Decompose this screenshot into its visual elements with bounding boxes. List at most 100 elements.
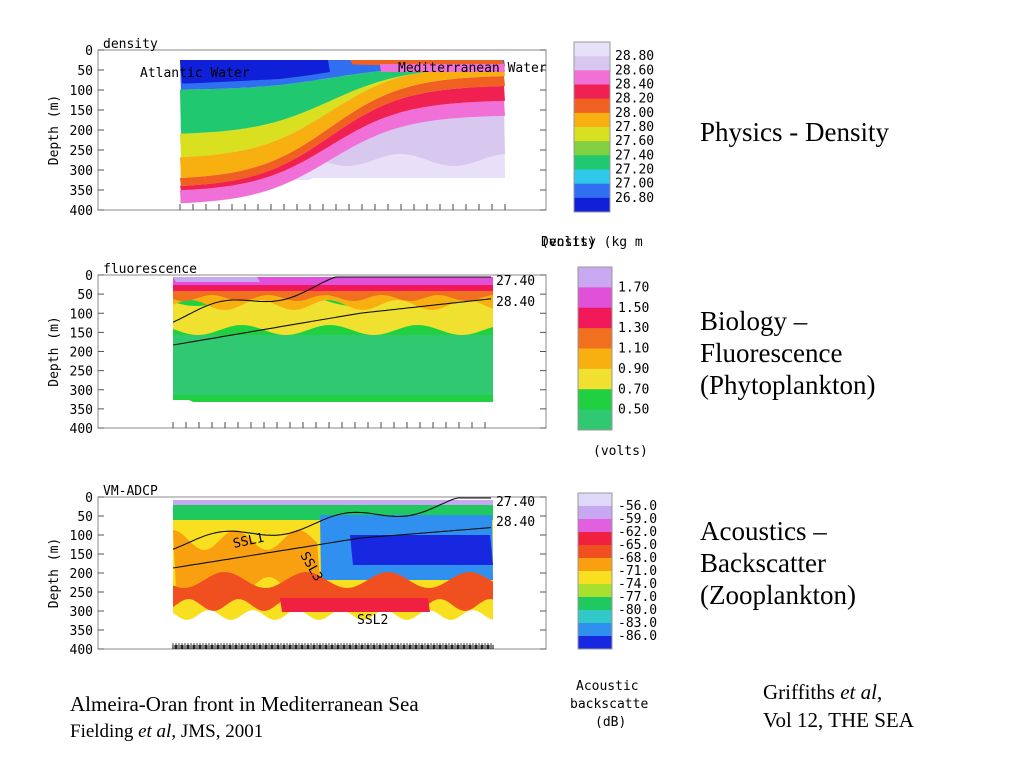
caption-acoustics-line1: Acoustics – [700,516,827,546]
colorbar-tick-label: -56.0 [618,499,657,514]
y-tick-label: 350 [70,624,93,639]
y-tick-label: 200 [70,346,93,361]
y-tick-label: 50 [77,510,93,525]
footer-left-etal: et al [138,721,172,742]
colorbar-swatch [574,98,610,114]
y-tick-label: 0 [85,269,93,284]
colorbar-units-line3: (dB) [595,715,626,730]
colorbar-tick-label: 1.50 [618,301,649,316]
adcp-band [280,598,430,612]
y-tick-label: 150 [70,104,93,119]
fluor-band [173,335,493,395]
colorbar-swatch [574,155,610,170]
colorbar-tick-label: 28.40 [615,78,654,93]
footer-left-line2: Fielding et al, JMS, 2001 [70,718,419,746]
y-tick-label: 400 [70,204,93,219]
colorbar-units-line1: Acoustic [576,679,639,694]
y-tick-label: 350 [70,184,93,199]
colorbar-swatch [574,56,610,71]
contour-label: 28.40 [496,515,535,530]
colorbar-swatch [574,70,610,85]
caption-density-text: Physics - Density [700,117,889,147]
colorbar-swatch [578,571,612,585]
colorbar-swatch [574,169,610,185]
colorbar-swatch [574,42,610,57]
contour-label: 28.40 [496,295,535,310]
colorbar-swatch [578,558,612,572]
colorbar-swatch [578,545,612,559]
contour-27-40 [172,497,491,550]
density-band [180,66,505,134]
y-tick-label: 250 [70,365,93,380]
layer-label-ssl1: SSL1 [232,531,266,552]
caption-fluorescence-line3: (Phytoplankton) [700,370,876,400]
colorbar-tick-label: 1.10 [618,342,649,357]
panel-title: fluorescence [103,262,197,277]
contour-label: 27.40 [496,495,535,510]
colorbar-swatch [578,623,612,637]
y-tick-label: 300 [70,605,93,620]
colorbar-tick-label: -62.0 [618,525,657,540]
colorbar-tick-label: 27.20 [615,163,654,178]
caption-fluorescence-line1: Biology – [700,306,808,336]
colorbar-swatch [574,141,610,156]
adcp-band [350,535,493,565]
colorbar-2: -56.0-59.0-62.0-65.0-68.0-71.0-74.0-77.0… [577,492,657,650]
footer-right: Griffiths et al, Vol 12, THE SEA [763,678,914,734]
y-tick-label: 250 [70,586,93,601]
colorbar-tick-label: -59.0 [618,512,657,527]
colorbar-swatch [574,112,610,128]
density-band [380,64,505,72]
y-tick-label: 50 [77,64,93,79]
contour-27-40 [172,276,491,323]
y-axis-label: Depth (m) [47,316,62,386]
colorbar-swatch [578,584,612,598]
colorbar-swatch [578,328,612,349]
colorbar-swatch [578,610,612,624]
footer-right-line1: Griffiths et al, [763,678,914,706]
colorbar-swatch [574,84,610,100]
y-tick-label: 350 [70,403,93,418]
colorbar-tick-label: 1.30 [618,321,649,336]
colorbar-swatch [578,389,612,411]
y-tick-label: 400 [70,643,93,658]
caption-density: Physics - Density [700,116,889,148]
colorbar-tick-label: -74.0 [618,577,657,592]
adcp-band [173,500,493,505]
y-tick-label: 200 [70,567,93,582]
footer-right-rest: , [876,680,883,704]
colorbar-frame [577,266,613,431]
colorbar-tick-label: 28.80 [615,49,654,64]
colorbar-swatch [578,493,612,507]
colorbar-tick-label: 28.60 [615,63,654,78]
colorbar-swatch [574,127,610,142]
colorbar-swatch [578,409,612,431]
caption-acoustics-line2: Backscatter [700,548,826,578]
footer-right-author: Griffiths [763,680,841,704]
colorbar-frame [577,492,613,650]
colorbar-units-line2: backscatte [570,697,648,712]
colorbar-tick-label: 28.20 [615,92,654,107]
colorbar-swatch [574,183,610,199]
footer-left-author: Fielding [70,721,139,742]
annotation-mediterranean-water: Mediterranean Water [398,61,547,76]
colorbar-tick-label: 27.80 [615,120,654,135]
density-band [180,60,330,84]
caption-fluorescence-line2: Fluorescence [700,338,843,368]
y-axis-label: Depth (m) [47,538,62,608]
caption-fluorescence: Biology – Fluorescence (Phytoplankton) [700,305,876,401]
contour-label: 27.40 [496,274,535,289]
colorbar-units: (volts) [593,444,648,459]
panel-0: 0 50 100 150 200 250 300 350 400 Depth (m) density… [47,37,547,219]
colorbar-tick-label: -65.0 [618,538,657,553]
footer-left-line1: Almeira-Oran front in Mediterranean Sea [70,692,419,716]
colorbar-tick-label: 0.50 [618,403,649,418]
y-tick-label: 50 [77,288,93,303]
colorbar-tick-label: -86.0 [618,629,657,644]
panel-1: 0 50 100 150 200 250 300 350 400 Depth (m) fluores… [47,262,547,437]
colorbar-swatch [578,532,612,546]
colorbar-tick-label: -80.0 [618,603,657,618]
colorbar-0: 28.8028.6028.4028.2028.0027.8027.6027.40… [541,41,654,250]
colorbar-swatch [578,597,612,611]
colorbar-swatch [574,197,610,213]
